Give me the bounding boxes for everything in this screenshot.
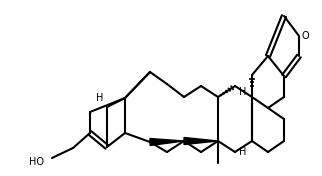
Text: O: O xyxy=(302,31,310,41)
Text: H: H xyxy=(239,87,247,97)
Text: H: H xyxy=(239,147,247,157)
Text: H: H xyxy=(96,93,104,103)
Text: HO: HO xyxy=(30,157,44,167)
Polygon shape xyxy=(184,137,218,144)
Polygon shape xyxy=(150,139,184,146)
